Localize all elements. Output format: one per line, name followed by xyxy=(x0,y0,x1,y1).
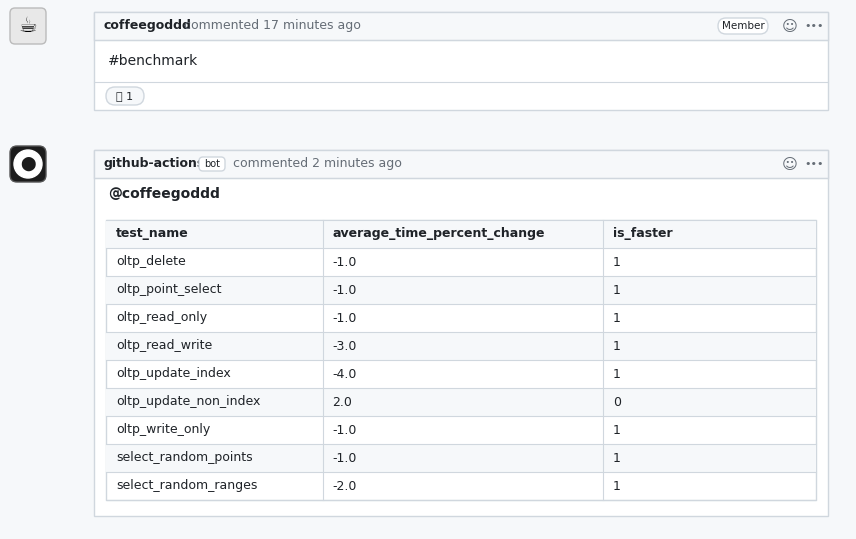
Text: -1.0: -1.0 xyxy=(332,255,357,268)
Text: oltp_write_only: oltp_write_only xyxy=(116,424,211,437)
Text: select_random_ranges: select_random_ranges xyxy=(116,480,258,493)
Bar xyxy=(106,220,816,500)
Text: -3.0: -3.0 xyxy=(332,340,357,353)
Text: ☕: ☕ xyxy=(19,16,38,36)
Bar xyxy=(106,220,816,248)
Circle shape xyxy=(14,150,42,178)
Text: 1: 1 xyxy=(613,424,621,437)
Text: ☺: ☺ xyxy=(782,18,798,33)
Text: oltp_read_write: oltp_read_write xyxy=(116,340,212,353)
Bar xyxy=(106,444,816,472)
Text: commented 17 minutes ago: commented 17 minutes ago xyxy=(184,19,361,32)
Text: Member: Member xyxy=(722,21,764,31)
Bar xyxy=(106,332,816,360)
Bar xyxy=(94,150,828,516)
Text: ☺: ☺ xyxy=(782,156,798,171)
Text: ⬤: ⬤ xyxy=(21,157,36,171)
Text: coffeegoddd: coffeegoddd xyxy=(104,19,192,32)
Text: -1.0: -1.0 xyxy=(332,284,357,296)
Text: test_name: test_name xyxy=(116,227,189,240)
Bar xyxy=(94,150,828,178)
Text: -1.0: -1.0 xyxy=(332,452,357,465)
Text: @coffeegoddd: @coffeegoddd xyxy=(108,187,220,201)
FancyBboxPatch shape xyxy=(718,18,768,34)
FancyBboxPatch shape xyxy=(199,157,225,171)
Bar xyxy=(94,12,828,40)
Text: 🚀 1: 🚀 1 xyxy=(116,91,134,101)
Text: bot: bot xyxy=(204,159,220,169)
Bar xyxy=(106,388,816,416)
Text: •••: ••• xyxy=(805,159,823,169)
Text: commented 2 minutes ago: commented 2 minutes ago xyxy=(233,157,401,170)
Text: average_time_percent_change: average_time_percent_change xyxy=(332,227,545,240)
Text: #benchmark: #benchmark xyxy=(108,54,199,68)
Text: oltp_delete: oltp_delete xyxy=(116,255,186,268)
Text: 1: 1 xyxy=(613,312,621,324)
Text: -1.0: -1.0 xyxy=(332,424,357,437)
Text: is_faster: is_faster xyxy=(613,227,673,240)
FancyBboxPatch shape xyxy=(10,8,46,44)
Text: -4.0: -4.0 xyxy=(332,368,357,381)
Text: -1.0: -1.0 xyxy=(332,312,357,324)
Text: -2.0: -2.0 xyxy=(332,480,357,493)
FancyBboxPatch shape xyxy=(10,146,46,182)
Text: •••: ••• xyxy=(805,21,823,31)
Bar xyxy=(94,12,828,110)
Text: oltp_read_only: oltp_read_only xyxy=(116,312,207,324)
Text: 1: 1 xyxy=(613,255,621,268)
Text: oltp_update_index: oltp_update_index xyxy=(116,368,231,381)
Text: 1: 1 xyxy=(613,368,621,381)
Text: oltp_point_select: oltp_point_select xyxy=(116,284,222,296)
Text: 1: 1 xyxy=(613,340,621,353)
Text: 1: 1 xyxy=(613,284,621,296)
Text: select_random_points: select_random_points xyxy=(116,452,253,465)
Text: 2.0: 2.0 xyxy=(332,396,353,409)
Bar xyxy=(106,276,816,304)
FancyBboxPatch shape xyxy=(106,87,144,105)
Text: oltp_update_non_index: oltp_update_non_index xyxy=(116,396,260,409)
Text: github-actions: github-actions xyxy=(104,157,205,170)
Text: 0: 0 xyxy=(613,396,621,409)
Text: 1: 1 xyxy=(613,452,621,465)
Text: 1: 1 xyxy=(613,480,621,493)
